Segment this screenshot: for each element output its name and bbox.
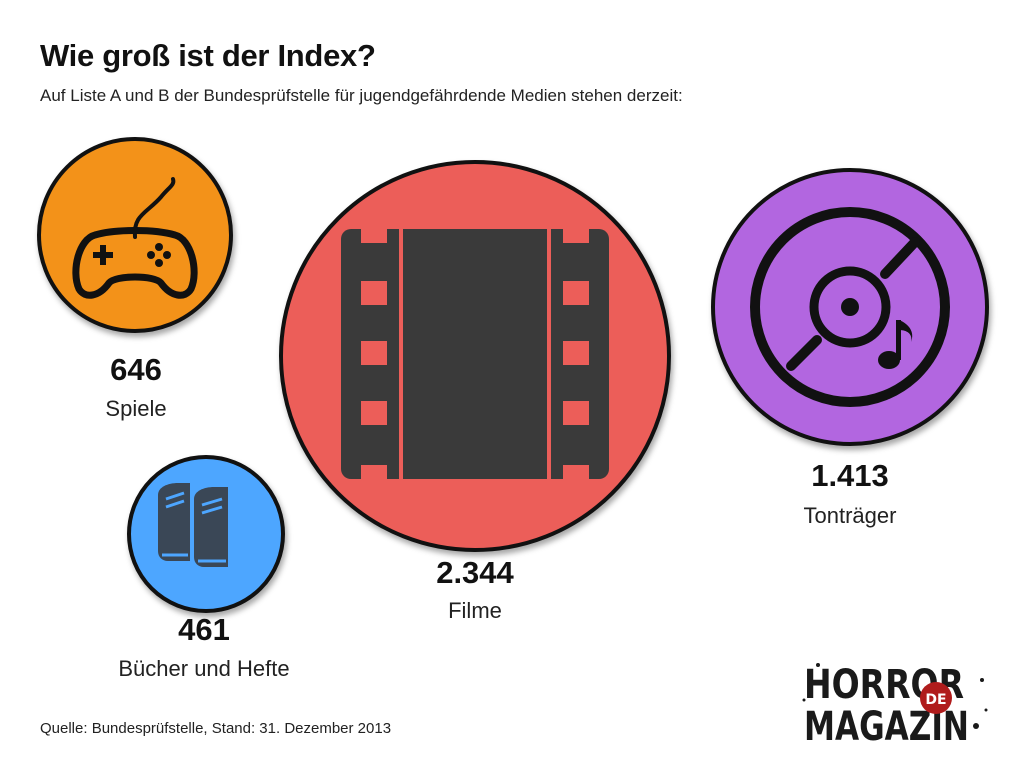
source-note: Quelle: Bundesprüfstelle, Stand: 31. Dez… bbox=[40, 720, 392, 737]
svg-text:DE: DE bbox=[925, 692, 946, 708]
value-spiele: 646 bbox=[110, 352, 162, 387]
label-filme: Filme bbox=[448, 598, 502, 623]
value-filme: 2.344 bbox=[436, 555, 514, 590]
value-buecher: 461 bbox=[178, 612, 230, 647]
gamepad-icon bbox=[72, 177, 198, 299]
film-icon bbox=[341, 229, 609, 479]
value-tontraeger: 1.413 bbox=[811, 458, 889, 493]
page-subtitle: Auf Liste A und B der Bundesprüfstelle f… bbox=[40, 86, 683, 105]
label-buecher: Bücher und Hefte bbox=[118, 656, 290, 681]
bubble-spiele bbox=[37, 137, 233, 333]
label-tontraeger: Tonträger bbox=[803, 503, 897, 528]
label-spiele: Spiele bbox=[105, 396, 167, 421]
music-disc-icon bbox=[750, 207, 950, 407]
books-icon bbox=[158, 483, 228, 567]
horror-magazin-logo: HORROR MAGAZIN DE bbox=[802, 662, 988, 745]
page-title: Wie groß ist der Index? bbox=[40, 38, 376, 73]
